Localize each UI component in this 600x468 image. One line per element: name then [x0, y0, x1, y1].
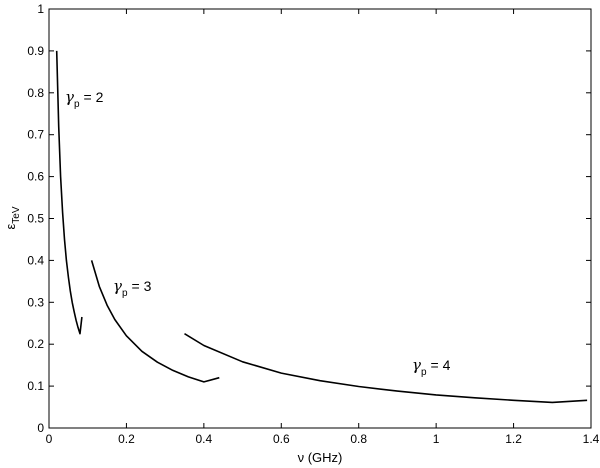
x-tick-label: 0.6 [273, 432, 290, 446]
x-tick-labels: 0 0.2 0.4 0.6 0.8 1 1.2 1.4 [46, 432, 600, 446]
y-tick-label: 0.5 [27, 212, 44, 226]
annotation-gamma-3: γp = 3 [113, 277, 152, 299]
series-line-2 [90, 260, 220, 383]
x-tick-label: 0.2 [118, 432, 135, 446]
x-tick-label: 0.4 [196, 432, 213, 446]
x-axis-label: ν (GHz) [298, 450, 343, 465]
y-axis-label-main: ε [3, 224, 18, 230]
y-tick-label: 0.1 [27, 379, 44, 393]
annotation-gamma-2: γp = 2 [65, 88, 104, 110]
x-tick-label: 0 [46, 432, 53, 446]
y-axis-label-sub: TeV [11, 206, 22, 224]
series-group [55, 50, 588, 404]
y-tick-label: 0 [37, 421, 44, 435]
x-tick-label: 1 [433, 432, 440, 446]
plot-frame [48, 8, 592, 429]
y-tick-label: 0.7 [27, 128, 44, 142]
series-line-3 [184, 333, 588, 404]
y-tick-label: 0.3 [27, 295, 44, 309]
x-tick-label: 1.2 [505, 432, 522, 446]
y-axis-label: εTeV [3, 206, 22, 229]
x-tick-label: 1.4 [583, 432, 600, 446]
y-tick-labels: 0 0.1 0.2 0.3 0.4 0.5 0.6 0.7 0.8 0.9 1 [27, 2, 44, 435]
y-tick-label: 1 [37, 2, 44, 16]
tick-marks [48, 8, 592, 429]
y-tick-label: 0.2 [27, 337, 44, 351]
y-tick-label: 0.9 [27, 44, 44, 58]
y-tick-label: 0.4 [27, 253, 44, 267]
y-tick-label: 0.6 [27, 170, 44, 184]
y-tick-label: 0.8 [27, 86, 44, 100]
series-line-1 [55, 50, 83, 335]
annotation-gamma-4: γp = 4 [412, 356, 451, 378]
x-tick-label: 0.8 [350, 432, 367, 446]
svg-text:εTeV: εTeV [3, 206, 22, 229]
